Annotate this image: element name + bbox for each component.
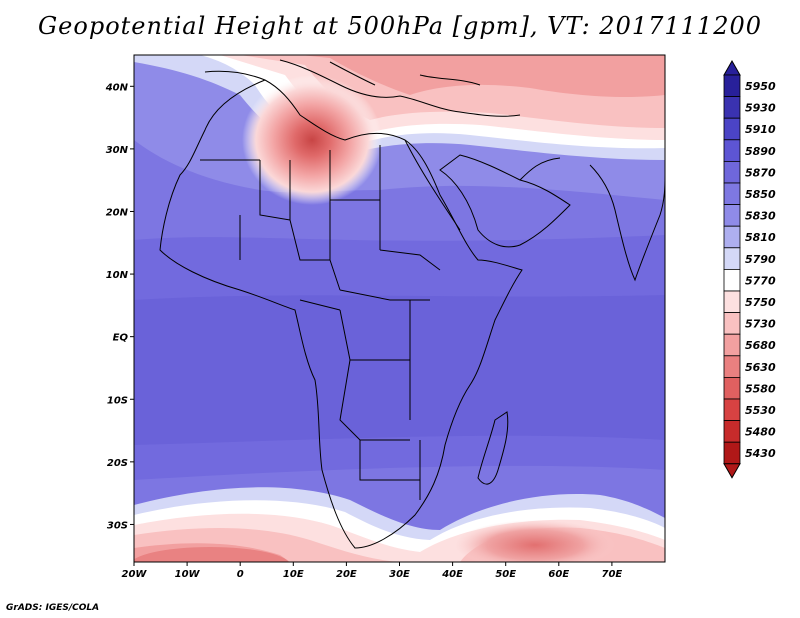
colorbar-swatch [723,204,741,227]
colorbar-label: 5890 [745,145,776,158]
colorbar-swatch [723,420,741,443]
colorbar: 5950 5930 5910 5890 5870 5850 5830 5810 5790 5770… [723,59,776,479]
colorbar-swatch [723,182,741,206]
colorbar-max-arrow [723,59,741,76]
lon-tick-label: 0 [237,569,244,580]
lat-tick-label: 10N [106,270,129,281]
grads-credit: GrADS: IGES/COLA [6,603,100,613]
colorbar-label: 5910 [745,123,776,136]
colorbar-swatch [723,376,741,400]
lat-tick-label: 20N [106,207,129,218]
lon-tick-label: 20W [122,569,148,580]
colorbar-label: 5530 [745,404,776,417]
lon-tick-label: 50E [495,569,516,580]
lat-tick-label: 30S [107,520,128,531]
colorbar-swatch [723,290,741,314]
lon-tick-label: 40E [441,569,463,580]
height-field [134,55,665,562]
map-title: Geopotential Height at 500hPa [gpm], VT:… [38,12,762,40]
longitude-axis: 20W 10W 0 10E 20E 30E 40E 50E 60E 70E [122,562,623,580]
lon-tick-label: 20E [336,569,357,580]
colorbar-swatch [723,139,741,162]
lon-tick-label: 10W [175,569,201,580]
colorbar-label: 5850 [745,188,776,201]
colorbar-swatch [723,160,741,184]
lat-tick-label: 30N [106,145,129,156]
lon-tick-label: 70E [602,569,623,580]
colorbar-label: 5630 [745,361,776,374]
colorbar-label: 5430 [745,447,776,460]
colorbar-label: 5770 [745,274,776,287]
colorbar-swatch [723,441,741,465]
colorbar-swatch [723,312,741,335]
colorbar-swatch [723,247,741,270]
lon-tick-label: 60E [548,569,569,580]
colorbar-swatch [723,74,741,98]
colorbar-label: 5730 [745,318,776,331]
colorbar-label: 5480 [745,426,776,439]
colorbar-min-arrow [723,463,741,479]
colorbar-swatch [723,96,741,119]
latitude-axis: 40N 30N 20N 10N EQ 10S 20S 30S [105,82,134,531]
colorbar-label: 5680 [745,339,776,352]
colorbar-label: 5810 [745,231,776,244]
colorbar-swatch [723,333,741,357]
colorbar-swatch [723,355,741,378]
lat-tick-label: 40N [105,82,129,93]
colorbar-label: 5870 [745,166,776,179]
lat-tick-label: EQ [113,333,129,344]
coastlines [159,59,665,549]
colorbar-label: 5750 [745,296,776,309]
colorbar-swatch [723,268,741,292]
lat-tick-label: 10S [107,395,128,406]
colorbar-swatch [723,225,741,249]
colorbar-label: 5930 [745,102,776,115]
colorbar-swatch [723,117,741,141]
colorbar-label: 5950 [745,80,776,93]
colorbar-label: 5830 [745,210,776,223]
lon-tick-label: 10E [283,569,304,580]
colorbar-swatch [723,398,741,422]
colorbar-label: 5580 [745,382,776,395]
lat-tick-label: 20S [107,458,128,469]
lon-tick-label: 30E [389,569,410,580]
colorbar-label: 5790 [745,253,776,266]
